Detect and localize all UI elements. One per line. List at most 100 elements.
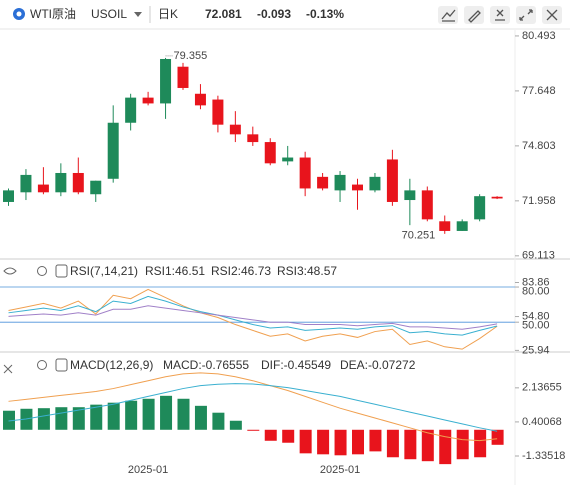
histogram-bar bbox=[229, 420, 242, 430]
histogram-bar bbox=[212, 412, 225, 430]
histogram-bar bbox=[194, 405, 207, 430]
settings-icon[interactable] bbox=[37, 360, 47, 370]
histogram-bar bbox=[90, 404, 103, 430]
macd-legend: MACD(12,26,9) MACD:-0.76555 DIF:-0.45549… bbox=[3, 358, 416, 374]
y-tick-label: -1.33518 bbox=[522, 450, 565, 462]
histogram-bar bbox=[352, 429, 364, 455]
candle-body bbox=[369, 176, 381, 191]
interval[interactable]: 日K bbox=[158, 7, 178, 21]
indicator-line bbox=[8, 295, 498, 336]
histogram-bar bbox=[3, 410, 15, 430]
y-tick-label: 50.00 bbox=[522, 319, 550, 331]
candle-body bbox=[352, 184, 363, 191]
histogram-bar bbox=[177, 398, 190, 430]
hide-icon[interactable] bbox=[3, 364, 13, 374]
tool-icon bbox=[495, 9, 505, 21]
y-tick-label: 54.80 bbox=[522, 310, 550, 322]
histogram-bar bbox=[72, 407, 85, 430]
histogram-bar bbox=[474, 429, 487, 458]
price: 72.081 bbox=[205, 7, 242, 21]
dropdown-caret[interactable] bbox=[134, 12, 142, 17]
x-tick-label: 2025-01 bbox=[128, 464, 168, 476]
candle-body bbox=[439, 221, 451, 231]
toolbar bbox=[438, 6, 562, 24]
candle-body bbox=[212, 99, 224, 125]
candle-body bbox=[282, 157, 294, 162]
candle-body bbox=[194, 93, 206, 106]
indicator-icon bbox=[55, 264, 68, 278]
histogram-bar bbox=[456, 429, 469, 460]
indicator-line bbox=[8, 372, 498, 442]
y-tick-label: 80.493 bbox=[522, 30, 556, 42]
legend-entry: MACD:-0.76555 bbox=[163, 358, 249, 372]
histogram-bar bbox=[369, 429, 382, 452]
low-annotation: 70.251 bbox=[402, 230, 436, 242]
legend-entry: RSI3:48.57 bbox=[277, 264, 337, 278]
histogram-bar bbox=[404, 429, 417, 460]
logo-dot bbox=[16, 11, 22, 17]
candle-body bbox=[404, 190, 416, 201]
y-tick-label: 83.86 bbox=[522, 276, 550, 288]
histogram-bar bbox=[317, 429, 330, 455]
candle-body bbox=[229, 124, 241, 135]
eye-icon[interactable] bbox=[3, 267, 17, 275]
candle-body bbox=[491, 196, 503, 199]
instrument-name: WTI原油 bbox=[30, 7, 76, 21]
y-tick-label: 25.94 bbox=[522, 344, 550, 356]
candle-body bbox=[247, 134, 259, 143]
y-tick-label: 74.803 bbox=[522, 140, 556, 152]
high-annotation: 79.355 bbox=[174, 50, 208, 62]
histogram-bar bbox=[386, 429, 399, 458]
candle-body bbox=[299, 157, 311, 189]
histogram-bar bbox=[160, 395, 173, 430]
candle-body bbox=[55, 172, 67, 193]
candle-body bbox=[474, 196, 486, 220]
y-tick-label: 0.40068 bbox=[522, 416, 562, 428]
settings-icon[interactable] bbox=[37, 266, 47, 276]
candle-body bbox=[317, 176, 329, 189]
candle-body bbox=[142, 97, 154, 104]
tool-icon bbox=[519, 9, 533, 21]
rsi-title: RSI(7,14,21) bbox=[70, 264, 138, 278]
candle-body bbox=[90, 180, 102, 195]
y-tick-label: 69.113 bbox=[522, 250, 555, 262]
symbol[interactable]: USOIL bbox=[91, 7, 127, 21]
y-tick-label: 2.13655 bbox=[522, 382, 562, 394]
histogram-bar bbox=[55, 407, 68, 430]
histogram-bar bbox=[37, 408, 50, 430]
indicator-line bbox=[8, 383, 498, 432]
histogram-bar bbox=[282, 429, 295, 443]
tool-icon bbox=[441, 9, 456, 22]
candle-body bbox=[160, 58, 172, 104]
legend-entry: DIF:-0.45549 bbox=[261, 358, 331, 372]
tool-button[interactable] bbox=[490, 6, 510, 24]
y-tick-label: 77.648 bbox=[522, 85, 556, 97]
legend-entry: DEA:-0.07272 bbox=[340, 358, 416, 372]
histogram-bar bbox=[264, 429, 277, 441]
change: -0.093 bbox=[257, 7, 291, 21]
candle-body bbox=[421, 190, 433, 220]
legend-entry: RSI1:46.51 bbox=[145, 264, 205, 278]
candle-body bbox=[125, 97, 137, 123]
histogram-bar bbox=[421, 429, 434, 462]
tool-icon bbox=[546, 9, 558, 21]
tool-button[interactable] bbox=[516, 6, 536, 24]
x-tick-label: 2025-01 bbox=[320, 464, 360, 476]
tool-icon bbox=[468, 10, 481, 23]
histogram-bar bbox=[142, 398, 155, 430]
candle-body bbox=[386, 159, 398, 202]
candle-body bbox=[177, 66, 189, 88]
change-pct: -0.13% bbox=[306, 7, 344, 21]
histogram-bar bbox=[247, 429, 260, 431]
histogram-bar bbox=[439, 429, 452, 465]
histogram-bar bbox=[334, 429, 347, 456]
candle-body bbox=[3, 190, 14, 202]
histogram-bar bbox=[299, 429, 312, 454]
indicator-line bbox=[8, 305, 498, 330]
histogram-bar bbox=[107, 402, 120, 430]
tool-button[interactable] bbox=[438, 6, 458, 24]
histogram-bar bbox=[125, 400, 138, 430]
candle-body bbox=[264, 142, 276, 164]
